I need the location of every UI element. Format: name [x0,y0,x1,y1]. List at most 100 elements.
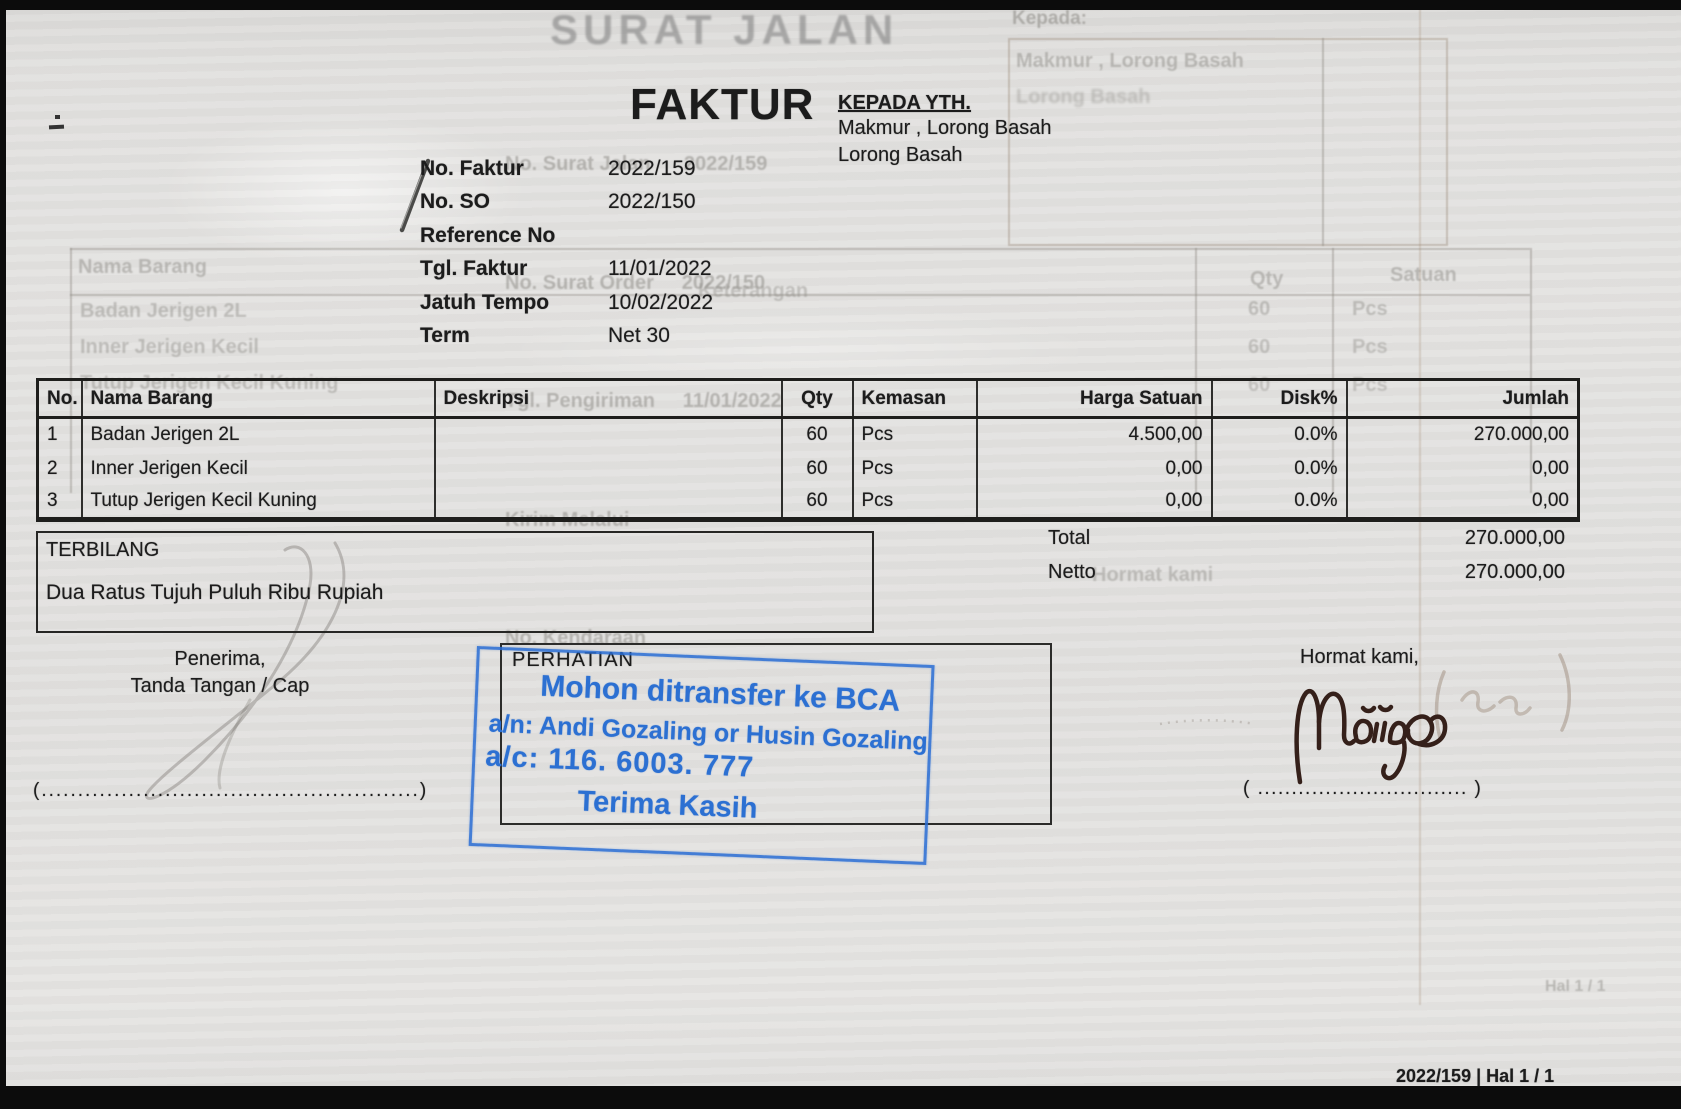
bleed-kepada-box-divider [1322,38,1324,246]
invoice-meta-block: No. Faktur 2022/159 No. SO 2022/150 Refe… [420,157,980,357]
bleed-table-vline [70,248,72,493]
terbilang-box: TERBILANG Dua Ratus Tujuh Puluh Ribu Rup… [36,531,874,633]
bleed-kepada-line1: Makmur , Lorong Basah [1016,50,1244,72]
col-header-jumlah: Jumlah [1345,379,1579,418]
cell-disk: 0.0% [1210,485,1347,520]
bleed-row-item: Inner Jerigen Kecil [80,336,259,358]
receiver-line1: Penerima, [174,648,266,670]
bleed-header-nama-barang: Nama Barang [78,256,207,278]
col-header-qty: Qty [780,379,853,418]
table-row: 2 Inner Jerigen Kecil 60 Pcs 0,00 0.0% 0… [36,451,1579,486]
bleed-row-qty: 60 [1248,336,1271,358]
col-header-deskripsi: Deskripsi [433,379,782,418]
bank-transfer-stamp: Mohon ditransfer ke BCA a/n: Andi Gozali… [468,646,935,866]
bleed-surat-jalan-title: SURAT JALAN [550,6,899,53]
bleed-table-vline [1530,248,1532,493]
meta-row: Reference No [420,224,980,257]
col-header-kemasan: Kemasan [851,379,977,418]
cell-nama-barang: Inner Jerigen Kecil [80,451,435,486]
meta-value: 2022/159 [608,157,696,180]
bleed-hormat-kami: Hormat kami [1092,564,1214,586]
meta-row: Tgl. Faktur 11/01/2022 [420,257,980,290]
total-value: 270.000,00 [1464,527,1565,549]
cell-nama-barang: Badan Jerigen 2L [80,417,435,452]
bleed-meta-line: No. Surat Order 2022/150 [505,271,766,294]
bleed-table-line [70,248,1530,250]
meta-row: Jatuh Tempo 10/02/2022 [420,291,980,324]
cell-qty: 60 [780,451,853,486]
receiver-line2: Tanda Tangan / Cap [130,675,310,697]
meta-row: No. SO 2022/150 [420,190,980,223]
meta-value: 11/01/2022 [608,257,712,281]
bleed-hal-page: Hal 1 / 1 [1545,978,1606,995]
bleed-row-satuan: Pcs [1352,298,1388,320]
meta-label: Reference No [420,223,556,247]
recipient-name: Makmur , Lorong Basah [838,117,1052,139]
line-items-table: No. Nama Barang Deskripsi Qty Kemasan Ha… [36,378,1580,522]
terbilang-label: TERBILANG [46,539,160,561]
bleed-row-satuan: Pcs [1352,336,1388,358]
col-header-nama-barang: Nama Barang [80,379,435,418]
meta-row: No. Faktur 2022/159 [420,157,980,190]
meta-label: Tgl. Faktur [420,257,528,281]
cell-no: 2 [36,451,82,486]
meta-label: No. Faktur [420,157,524,180]
bleed-header-keterangan: Keterangan [698,280,809,302]
cell-kemasan: Pcs [851,417,977,452]
perhatian-label: PERHATIAN [512,649,634,671]
bleed-meta-line: No. Surat Jalan 2022/159 [505,153,768,175]
bleed-kepada-label: Kepada: [1012,8,1087,29]
receiver-signature-block: Penerima, Tanda Tangan / Cap [60,646,380,700]
bleed-header-satuan: Satuan [1390,264,1457,286]
cell-qty: 60 [780,417,853,452]
cell-qty: 60 [780,485,853,520]
issuer-signature-line: ( ............................... ) [1243,778,1483,799]
table-row: 3 Tutup Jerigen Kecil Kuning 60 Pcs 0,00… [36,485,1579,520]
meta-value: 10/02/2022 [608,290,714,314]
cell-nama-barang: Tutup Jerigen Kecil Kuning [80,485,435,520]
col-header-disk: Disk% [1210,379,1347,418]
cell-deskripsi [433,485,782,520]
scanner-edge-bottom [0,1086,1681,1109]
receiver-signature-line: (.......................................… [33,780,429,801]
cell-jumlah: 0,00 [1345,485,1579,520]
cell-harga-satuan: 0,00 [975,485,1212,520]
netto-value: 270.000,00 [1464,561,1565,583]
scanner-edge-top [0,0,1681,10]
bleed-table-vline [1195,248,1197,493]
cell-deskripsi [433,417,782,452]
total-label: Total [1048,527,1091,549]
cell-harga-satuan: 0,00 [975,451,1212,486]
meta-label: Jatuh Tempo [420,290,550,314]
meta-label: Term [420,323,470,347]
bleed-row-qty: 60 [1248,298,1271,320]
invoice-title: FAKTUR [630,80,815,129]
terbilang-text: Dua Ratus Tujuh Puluh Ribu Rupiah [46,581,384,604]
meta-value: Net 30 [608,323,670,347]
meta-label: No. SO [420,190,491,214]
cell-no: 3 [36,485,82,520]
issuer-signature-label: Hormat kami, [1300,646,1419,668]
bleed-kepada-box [1008,38,1448,246]
table-header-row: No. Nama Barang Deskripsi Qty Kemasan Ha… [36,379,1579,418]
scanner-edge-left [0,0,6,1109]
bleed-table-vline [1332,248,1334,493]
bleed-header-qty: Qty [1250,268,1284,290]
bleed-row-item: Badan Jerigen 2L [80,300,247,322]
recipient-heading: KEPADA YTH. [838,92,971,114]
table-row: 1 Badan Jerigen 2L 60 Pcs 4.500,00 0.0% … [36,417,1579,452]
netto-label: Netto [1048,561,1096,583]
cell-disk: 0.0% [1210,417,1347,452]
recipient-address: Lorong Basah [838,144,963,166]
bleed-kepada-line2: Lorong Basah [1016,86,1151,108]
cell-no: 1 [36,417,82,452]
bleed-table-line [70,294,1530,296]
meta-value: 2022/150 [608,190,696,214]
cell-kemasan: Pcs [851,485,977,520]
col-header-harga-satuan: Harga Satuan [975,379,1212,418]
page-footer: 2022/159 | Hal 1 / 1 [1396,1066,1555,1086]
cell-harga-satuan: 4.500,00 [975,417,1212,452]
cell-jumlah: 0,00 [1345,451,1579,486]
